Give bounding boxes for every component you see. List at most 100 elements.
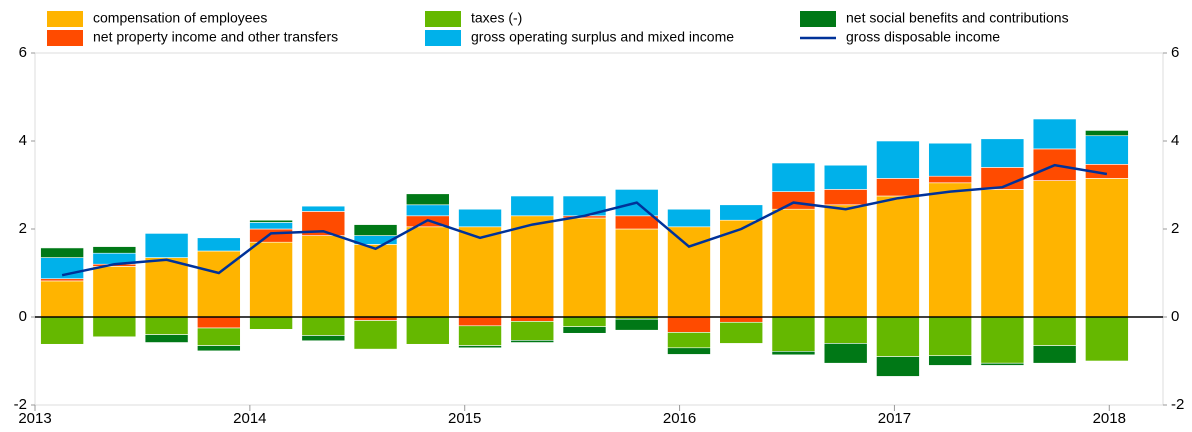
- bar-segment: [823, 204, 868, 318]
- bar-segment: [40, 280, 84, 318]
- bar-segment: [458, 325, 502, 346]
- bar-segment: [40, 247, 84, 258]
- bar-segment: [249, 222, 293, 230]
- bar-segment: [353, 224, 398, 236]
- bar-segment: [719, 316, 764, 323]
- bar-segment: [40, 257, 84, 280]
- x-tick-label: 2016: [663, 410, 696, 427]
- bar-segment: [771, 351, 816, 356]
- bar-segment: [980, 316, 1025, 364]
- bar-segment: [823, 316, 868, 344]
- bar-segment: [719, 204, 764, 221]
- bar-segment: [301, 335, 346, 342]
- bar-segment: [1085, 135, 1129, 165]
- bar-segment: [876, 195, 920, 318]
- legend-label: compensation of employees: [93, 10, 267, 26]
- bar-segment: [353, 320, 398, 350]
- legend-label: taxes (-): [471, 10, 522, 26]
- line-series: [61, 163, 1108, 277]
- bar-segment: [928, 316, 972, 357]
- legend-label: gross disposable income: [846, 29, 1000, 45]
- bar-segment: [40, 316, 84, 345]
- bar-segment: [771, 316, 816, 352]
- bar-segment: [823, 189, 868, 206]
- bar-segment: [510, 195, 555, 217]
- bar-segment: [249, 219, 293, 223]
- bar-segment: [719, 321, 764, 344]
- y2-tick-label: 4: [1171, 132, 1179, 149]
- bar-segment: [876, 316, 920, 357]
- bar-segment: [1032, 118, 1077, 150]
- bar-segment: [771, 191, 816, 210]
- bar-segment: [510, 215, 555, 318]
- bar-segment: [301, 205, 346, 212]
- bar-segment: [980, 362, 1025, 366]
- bar-segment: [301, 316, 346, 336]
- bar-segment: [197, 345, 241, 352]
- x-tick-label: 2014: [233, 410, 266, 427]
- bar-segment: [405, 226, 450, 318]
- bar-segment: [667, 316, 711, 333]
- bar-segment: [458, 226, 502, 318]
- y-tick-label: 6: [19, 44, 27, 61]
- bar-segment: [980, 189, 1025, 318]
- y2-tick-label: 6: [1171, 44, 1179, 61]
- y2-tick-label: -2: [1171, 396, 1184, 413]
- bar-segment: [667, 332, 711, 349]
- bar-segment: [144, 233, 189, 258]
- bar-segment: [458, 208, 502, 228]
- bar-segment: [876, 178, 920, 197]
- bar-segment: [823, 343, 868, 364]
- bar-segment: [510, 340, 555, 343]
- bar-segment: [876, 356, 920, 377]
- legend-swatch: [47, 11, 83, 27]
- bar-segment: [249, 316, 293, 330]
- bar-segment: [1085, 130, 1129, 137]
- bar-segment: [1085, 178, 1129, 318]
- y-tick-label: -2: [14, 396, 27, 413]
- bar-segment: [719, 219, 764, 318]
- bar-segment: [823, 164, 868, 190]
- bar-segment: [1032, 316, 1077, 346]
- legend-swatch: [800, 11, 836, 27]
- bar-segment: [1085, 316, 1129, 362]
- bar-segment: [301, 235, 346, 318]
- y2-tick-label: 2: [1171, 220, 1179, 237]
- bar-segment: [980, 138, 1025, 168]
- bar-segment: [40, 278, 84, 282]
- bar-segment: [144, 334, 189, 343]
- legend-swatch: [425, 30, 461, 46]
- bar-segment: [510, 321, 555, 341]
- bar-segment: [771, 208, 816, 318]
- bar-segment: [405, 316, 450, 345]
- bar-segment: [353, 244, 398, 318]
- bar-segment: [197, 316, 241, 329]
- y-tick-label: 2: [19, 220, 27, 237]
- x-tick-label: 2018: [1093, 410, 1126, 427]
- bar-segment: [1032, 345, 1077, 364]
- bar-segment: [928, 182, 972, 318]
- legend-swatch: [425, 11, 461, 27]
- bar-segment: [405, 193, 450, 206]
- bar-segment: [1032, 180, 1077, 318]
- bar-segment: [928, 355, 972, 366]
- bar-segment: [458, 345, 502, 349]
- bar-segment: [614, 215, 659, 230]
- bar-segment: [197, 237, 241, 252]
- bar-segment: [92, 246, 137, 254]
- bar-segment: [771, 162, 816, 192]
- bar-segment: [928, 175, 972, 184]
- legend-label: gross operating surplus and mixed income: [471, 29, 734, 45]
- bar-segment: [249, 228, 293, 243]
- bar-segment: [92, 316, 137, 338]
- legend-swatch: [47, 30, 83, 46]
- bar-segment: [928, 142, 972, 177]
- y2-tick-label: 0: [1171, 308, 1179, 325]
- bar-segment: [667, 347, 711, 355]
- bar-segment: [876, 140, 920, 179]
- bar-segment: [92, 266, 137, 318]
- x-tick-label: 2013: [18, 410, 51, 427]
- x-tick-label: 2017: [878, 410, 911, 427]
- x-tick-label: 2015: [448, 410, 481, 427]
